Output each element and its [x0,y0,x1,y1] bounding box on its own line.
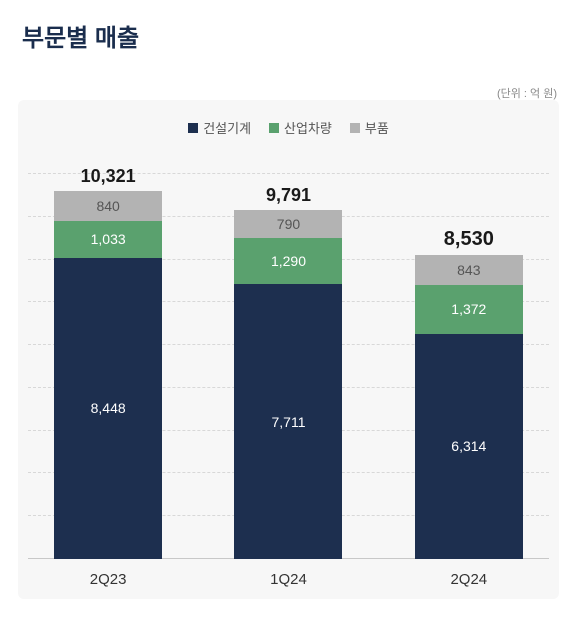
chart-area: 건설기계 산업차량 부품 10,321 8,4481,033840 9,791 7,711… [18,100,559,599]
legend-label: 건설기계 [203,118,251,137]
x-axis-label: 2Q24 [415,571,523,588]
legend-item: 부품 [350,118,389,137]
bar-stack: 8,4481,033840 [54,191,162,559]
bar-segment: 790 [234,210,342,238]
bar-group: 9,791 7,7111,290790 [234,185,342,559]
x-axis-labels: 2Q23 1Q24 2Q24 [18,559,559,599]
x-axis-label: 2Q23 [54,571,162,588]
bar-segment: 1,372 [415,285,523,334]
legend-swatch [269,123,279,133]
bars-container: 10,321 8,4481,033840 9,791 7,7111,290790 8,5… [18,148,559,559]
legend-item: 건설기계 [188,118,251,137]
bar-segment: 7,711 [234,284,342,559]
bar-segment: 1,290 [234,238,342,284]
chart-title: 부문별 매출 [0,0,577,53]
legend-label: 부품 [365,118,389,137]
legend-label: 산업차량 [284,118,332,137]
bar-total-label: 10,321 [81,166,136,187]
bar-total-label: 8,530 [444,228,494,251]
bar-group: 8,530 6,3141,372843 [415,228,523,559]
legend: 건설기계 산업차량 부품 [18,100,559,145]
plot-area: 10,321 8,4481,033840 9,791 7,7111,290790 8,5… [18,148,559,559]
x-axis-label: 1Q24 [234,571,342,588]
bar-total-label: 9,791 [266,185,311,206]
legend-item: 산업차량 [269,118,332,137]
bar-segment: 6,314 [415,334,523,559]
legend-swatch [188,123,198,133]
bar-stack: 7,7111,290790 [234,210,342,559]
bar-group: 10,321 8,4481,033840 [54,166,162,559]
bar-segment: 1,033 [54,221,162,258]
bar-segment: 840 [54,191,162,221]
legend-swatch [350,123,360,133]
bar-stack: 6,3141,372843 [415,255,523,559]
bar-segment: 843 [415,255,523,285]
bar-segment: 8,448 [54,258,162,559]
unit-label: (단위 : 억 원) [497,85,557,101]
